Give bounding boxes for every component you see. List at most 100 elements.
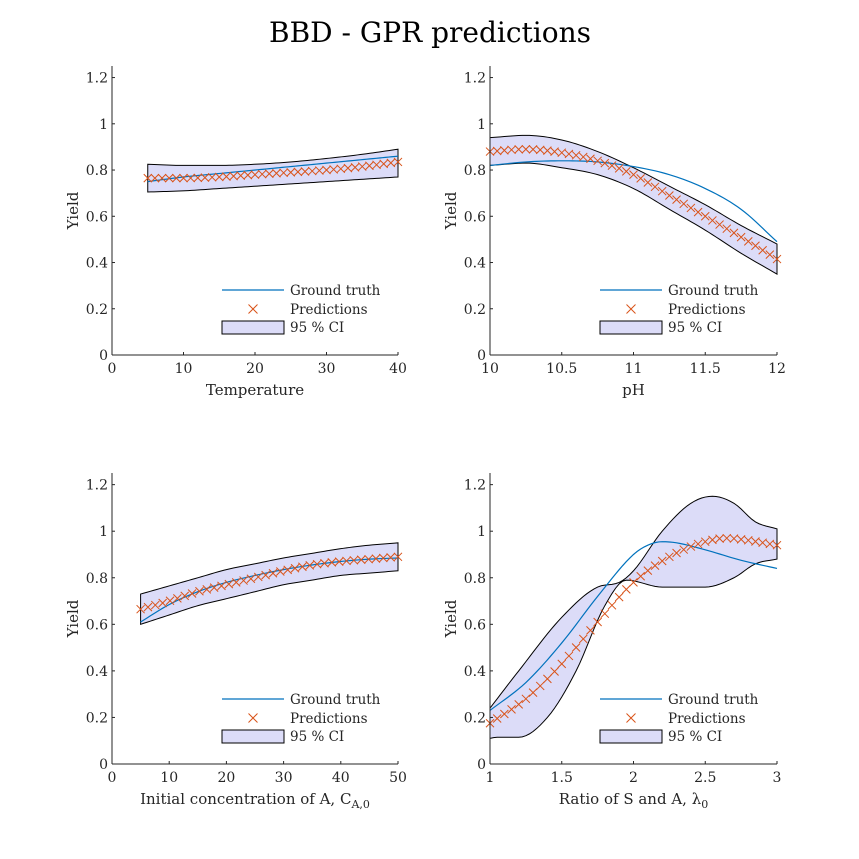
prediction-marker: [329, 165, 339, 174]
y-tick-label: 1.2: [464, 71, 486, 87]
y-axis-label: Yield: [442, 191, 460, 230]
prediction-marker: [286, 167, 296, 177]
x-tick-label: 20: [217, 770, 235, 786]
y-tick-label: 0.8: [86, 571, 108, 587]
legend: Ground truth Predictions 95 % CI: [221, 283, 381, 336]
prediction-marker: [693, 207, 703, 217]
x-tick-label: 12: [768, 361, 786, 377]
y-tick-label: 0.4: [464, 256, 486, 272]
prediction-marker: [521, 144, 531, 154]
ci-band: [489, 495, 778, 740]
prediction-marker: [715, 534, 724, 543]
prediction-marker: [186, 173, 196, 183]
prediction-marker: [765, 250, 775, 259]
prediction-marker: [729, 534, 739, 543]
legend: Ground truth Predictions 95 % CI: [221, 692, 381, 745]
prediction-marker: [528, 688, 538, 697]
prediction-marker: [621, 166, 631, 176]
prediction-marker: [621, 585, 631, 594]
y-tick-label: 0: [477, 757, 486, 773]
x-axis-label-subscript: 0: [701, 798, 708, 811]
legend-predictions-swatch: [626, 713, 636, 723]
prediction-marker: [535, 681, 545, 691]
prediction-marker: [758, 245, 768, 255]
prediction-marker: [257, 169, 267, 179]
x-tick-label: 1.5: [551, 770, 573, 786]
prediction-marker: [393, 157, 403, 167]
y-tick-label: 1: [477, 524, 486, 540]
prediction-marker: [765, 539, 775, 549]
prediction-marker: [327, 558, 337, 567]
x-tick-label: 2: [629, 770, 638, 786]
prediction-marker: [772, 540, 782, 550]
legend-ci-swatch: [599, 729, 663, 744]
y-axis-label: Yield: [64, 191, 82, 230]
prediction-marker: [514, 700, 524, 709]
x-tick-label: 40: [389, 361, 407, 377]
y-tick-label: 0.4: [86, 664, 108, 680]
prediction-marker: [571, 150, 581, 160]
prediction-marker: [164, 173, 174, 183]
prediction-marker: [743, 237, 753, 246]
prediction-marker: [165, 596, 175, 606]
prediction-marker: [279, 168, 288, 178]
y-tick-label: 0.6: [86, 209, 108, 225]
y-tick-label: 0: [99, 757, 108, 773]
legend-ground-truth-label: Ground truth: [668, 283, 759, 299]
prediction-marker: [614, 163, 624, 173]
prediction-marker: [200, 173, 210, 182]
prediction-marker: [312, 559, 322, 569]
prediction-marker: [350, 163, 360, 172]
prediction-marker: [643, 178, 653, 187]
subplot-1: 0 10 20 30 40 0 0.2 0.4 0.6 0.8 1 1.2 Temperature Yie…: [64, 66, 407, 399]
prediction-marker: [207, 172, 217, 182]
legend-ci-label: 95 % CI: [668, 729, 722, 745]
prediction-marker: [180, 591, 190, 601]
prediction-marker: [708, 535, 717, 545]
prediction-marker: [736, 534, 746, 544]
prediction-marker: [679, 545, 689, 554]
y-tick-label: 0.6: [464, 617, 486, 633]
figure-title: BBD - GPR predictions: [269, 16, 591, 49]
prediction-marker: [550, 667, 559, 676]
prediction-marker: [298, 562, 307, 572]
x-axis-label-subscript: A,0: [350, 798, 369, 811]
prediction-marker: [283, 565, 293, 575]
prediction-marker: [231, 577, 241, 587]
legend-predictions-swatch: [248, 304, 258, 314]
prediction-marker: [528, 145, 538, 154]
x-tick-label: 2.5: [694, 770, 716, 786]
prediction-marker: [300, 167, 310, 176]
prediction-marker: [158, 598, 168, 608]
x-tick-label: 10: [481, 361, 499, 377]
prediction-marker: [268, 568, 278, 578]
prediction-marker: [143, 173, 153, 183]
x-tick-label: 30: [275, 770, 293, 786]
prediction-marker: [650, 561, 660, 570]
x-tick-label: 0: [108, 770, 117, 786]
y-axis-label: Yield: [442, 599, 460, 638]
prediction-marker: [679, 199, 689, 209]
legend-predictions-label: Predictions: [290, 302, 368, 318]
prediction-marker: [261, 570, 270, 580]
prediction-marker: [507, 704, 516, 714]
prediction-marker: [229, 171, 238, 181]
x-tick-label: 3: [773, 770, 782, 786]
prediction-marker: [236, 171, 246, 180]
x-tick-label: 1: [486, 770, 495, 786]
prediction-marker: [499, 709, 509, 719]
ci-band: [140, 542, 399, 626]
y-tick-label: 0.4: [86, 256, 108, 272]
prediction-marker: [636, 174, 646, 183]
predictions-markers: [136, 552, 403, 614]
prediction-marker: [693, 539, 703, 549]
legend-ci-label: 95 % CI: [290, 729, 344, 745]
y-tick-label: 0.6: [464, 209, 486, 225]
prediction-marker: [614, 592, 624, 602]
y-tick-label: 1: [99, 524, 108, 540]
legend-ci-swatch: [221, 729, 285, 744]
prediction-marker: [322, 165, 331, 175]
legend-ground-truth-label: Ground truth: [290, 692, 381, 708]
x-tick-label: 40: [332, 770, 350, 786]
